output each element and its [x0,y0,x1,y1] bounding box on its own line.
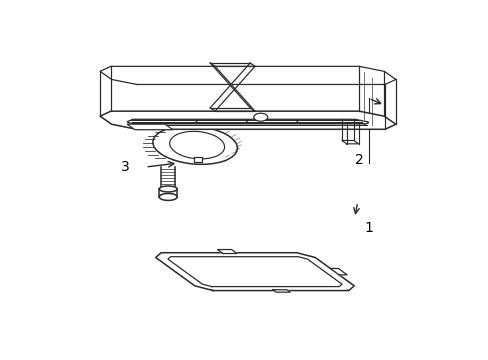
Ellipse shape [253,113,267,121]
Polygon shape [100,111,395,129]
Polygon shape [194,157,202,162]
Ellipse shape [169,131,224,159]
Text: 2: 2 [354,153,363,167]
Ellipse shape [159,193,177,201]
Polygon shape [100,66,395,85]
Ellipse shape [159,186,177,192]
Ellipse shape [153,126,237,165]
Polygon shape [127,119,368,125]
Polygon shape [330,269,346,275]
Polygon shape [217,249,237,253]
Polygon shape [272,290,289,292]
Text: 3: 3 [121,161,129,175]
Text: 1: 1 [364,221,372,235]
Polygon shape [127,124,173,130]
